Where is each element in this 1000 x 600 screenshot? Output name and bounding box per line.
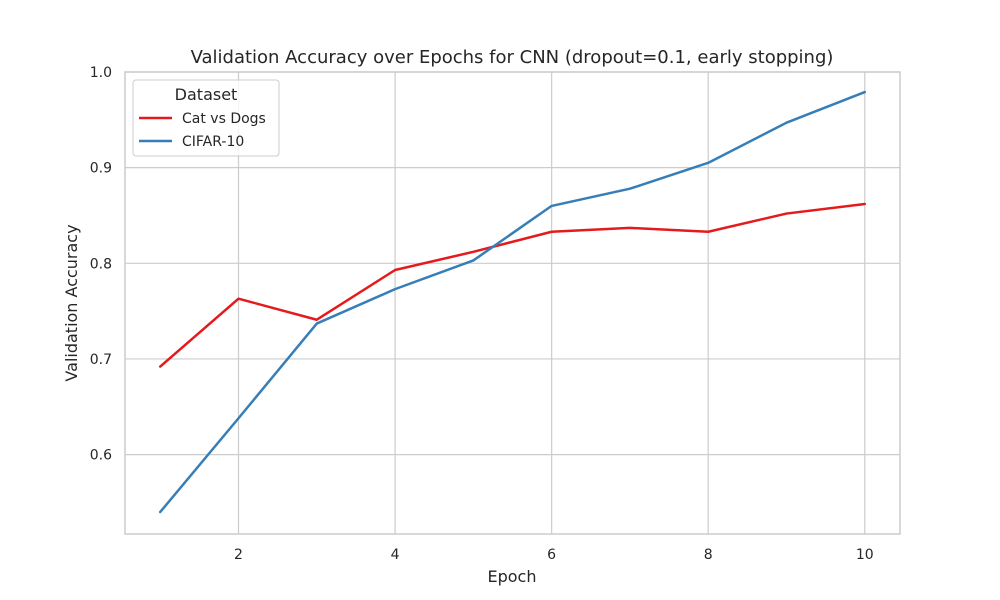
legend-label-cat-vs-dogs: Cat vs Dogs bbox=[182, 111, 266, 127]
series-lines bbox=[158, 90, 867, 514]
chart-title: Validation Accuracy over Epochs for CNN … bbox=[191, 47, 834, 68]
legend-title: Dataset bbox=[175, 85, 238, 104]
series-line-cifar-10 bbox=[158, 90, 867, 514]
y-tick-label: 1.0 bbox=[90, 65, 112, 81]
y-tick-label: 0.9 bbox=[90, 161, 112, 177]
legend-box bbox=[132, 79, 280, 157]
x-tick-label: 10 bbox=[856, 547, 874, 563]
x-tick-label: 8 bbox=[704, 547, 713, 563]
x-axis-label: Epoch bbox=[488, 567, 537, 586]
x-tick-label: 2 bbox=[234, 547, 243, 563]
plot-area-frame bbox=[124, 71, 901, 535]
legend: Dataset Cat vs Dogs CIFAR-10 bbox=[132, 79, 280, 157]
series-line-cat-vs-dogs bbox=[158, 202, 867, 368]
y-tick-label: 0.7 bbox=[90, 352, 112, 368]
x-tick-label: 6 bbox=[547, 547, 556, 563]
y-tick-label: 0.6 bbox=[90, 448, 112, 464]
x-tick-label: 4 bbox=[391, 547, 400, 563]
y-axis-label: Validation Accuracy bbox=[62, 224, 81, 381]
legend-label-cifar-10: CIFAR-10 bbox=[182, 134, 244, 150]
y-tick-label: 0.8 bbox=[90, 256, 112, 272]
x-axis-ticks: 2 4 6 8 10 bbox=[234, 547, 874, 563]
y-axis-ticks: 0.6 0.7 0.8 0.9 1.0 bbox=[90, 65, 112, 464]
